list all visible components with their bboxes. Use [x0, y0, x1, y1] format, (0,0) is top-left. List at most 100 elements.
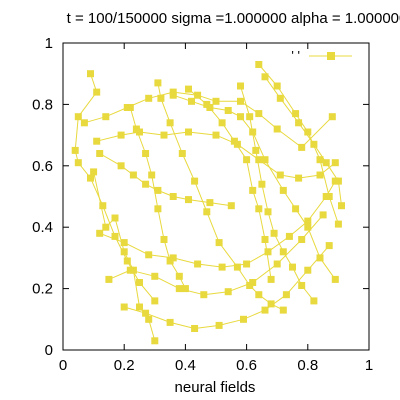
data-point — [218, 263, 226, 271]
data-point — [279, 186, 287, 194]
data-point — [74, 159, 82, 167]
data-point — [154, 79, 162, 87]
data-point — [249, 128, 257, 136]
data-point — [258, 180, 266, 188]
data-point — [191, 325, 199, 332]
x-axis-label: neural fields — [175, 379, 256, 396]
data-point — [194, 91, 202, 99]
data-point — [304, 266, 312, 274]
data-point — [252, 146, 260, 154]
data-point — [237, 82, 244, 90]
x-tick-label: 0.4 — [175, 357, 196, 374]
data-point — [148, 171, 156, 179]
data-point — [111, 214, 119, 222]
data-point — [289, 263, 296, 271]
data-point — [111, 232, 119, 240]
data-point — [87, 174, 94, 182]
data-point — [105, 275, 113, 283]
data-point — [151, 272, 159, 280]
data-point — [310, 297, 318, 305]
data-point — [322, 159, 330, 167]
data-point — [74, 113, 82, 121]
data-point — [203, 100, 211, 108]
data-point — [304, 128, 312, 136]
data-point — [243, 156, 251, 164]
data-point — [185, 128, 192, 136]
data-point — [261, 73, 269, 81]
data-point — [215, 239, 223, 247]
data-point — [169, 88, 177, 96]
data-point — [160, 131, 168, 139]
data-point — [191, 177, 199, 185]
data-point — [200, 291, 208, 299]
data-point — [154, 205, 162, 213]
data-point — [261, 156, 269, 164]
data-point — [295, 119, 303, 127]
data-point — [126, 266, 134, 274]
axis-ticks — [62, 42, 370, 351]
data-point — [129, 171, 137, 179]
data-point — [298, 143, 306, 151]
data-point — [175, 285, 183, 293]
data-point — [273, 125, 281, 133]
data-point — [237, 97, 244, 105]
data-point — [166, 318, 174, 326]
data-point — [319, 211, 327, 219]
x-tick-label: 0.2 — [114, 357, 135, 374]
data-point — [282, 291, 290, 299]
data-point — [338, 202, 345, 210]
data-point — [298, 282, 306, 289]
legend-marker-sample — [327, 52, 335, 60]
data-point — [96, 229, 104, 237]
y-tick-label: 1 — [45, 35, 53, 52]
data-point — [206, 199, 214, 207]
data-point — [316, 171, 324, 179]
data-point — [276, 94, 284, 102]
plot-frame — [62, 42, 370, 351]
data-point — [80, 119, 88, 127]
data-point — [136, 128, 143, 136]
data-point — [270, 229, 278, 237]
data-point — [246, 113, 254, 121]
data-point — [160, 236, 168, 243]
data-point — [224, 288, 232, 296]
data-point — [322, 193, 330, 200]
data-point — [331, 275, 339, 283]
data-point — [218, 119, 226, 127]
data-point — [227, 202, 235, 210]
data-point — [142, 150, 150, 157]
data-point — [71, 146, 79, 154]
chart-title: t = 100/150000 sigma =1.000000 alpha = 1… — [67, 10, 400, 27]
data-point — [316, 254, 324, 262]
data-point — [96, 150, 104, 157]
data-point — [102, 223, 110, 231]
data-point — [157, 94, 165, 102]
data-point — [185, 196, 192, 204]
data-point — [166, 119, 174, 127]
data-point — [285, 232, 293, 240]
data-point — [224, 107, 232, 114]
data-point — [188, 97, 195, 105]
y-tick-label: 0.4 — [32, 219, 53, 236]
data-point — [151, 337, 159, 345]
data-point — [243, 260, 251, 268]
data-point — [117, 162, 125, 170]
x-tick-label: 1 — [365, 357, 373, 374]
data-point — [255, 156, 263, 164]
data-point — [264, 248, 272, 256]
legend-label: ' ' — [291, 48, 300, 63]
data-point — [136, 279, 143, 286]
data-point — [304, 223, 312, 231]
data-point — [233, 140, 241, 148]
series-line-14 — [108, 214, 324, 296]
data-point — [181, 285, 189, 293]
series-markers — [71, 61, 345, 345]
data-point — [255, 205, 263, 213]
data-point — [93, 88, 101, 96]
data-point — [154, 186, 162, 194]
data-point — [142, 180, 150, 188]
data-point — [267, 275, 275, 283]
data-point — [136, 303, 143, 311]
